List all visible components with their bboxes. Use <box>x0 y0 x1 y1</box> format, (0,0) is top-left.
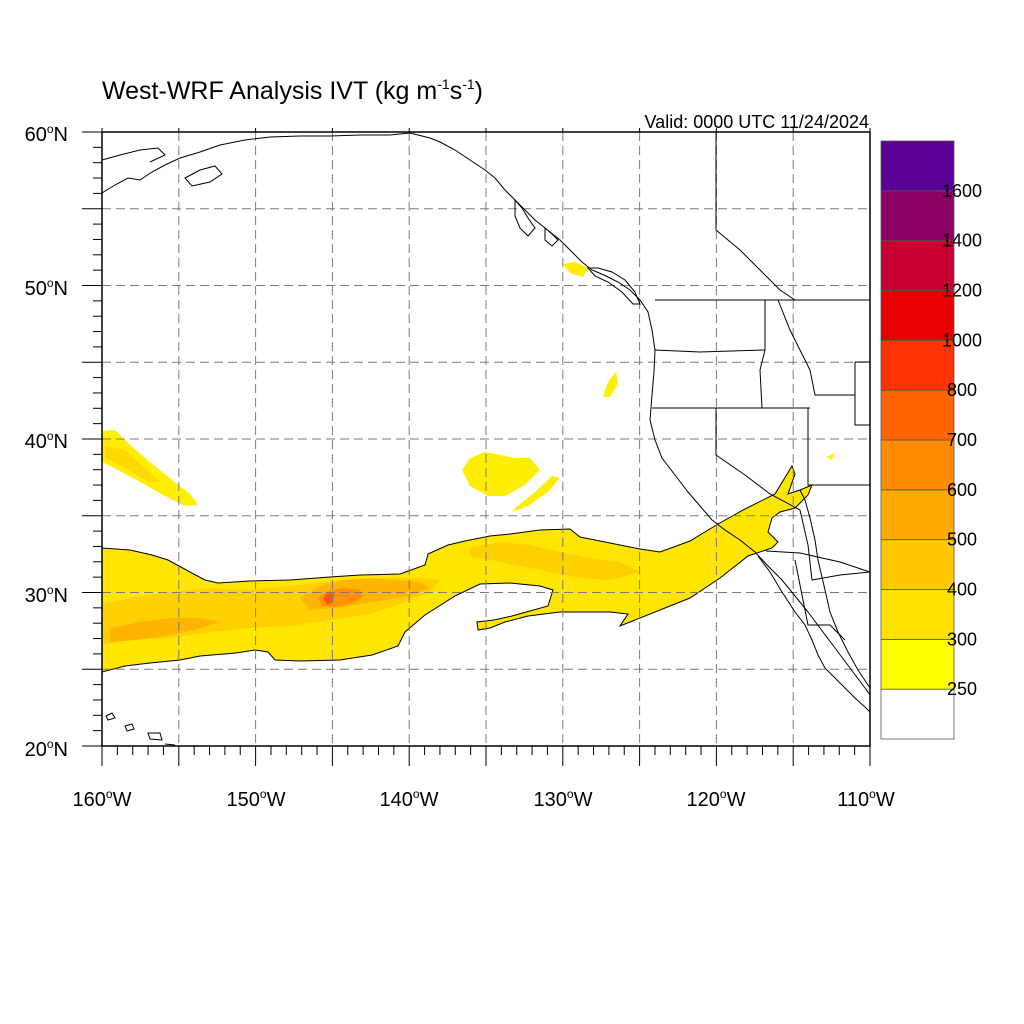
colorbar-label: 600 <box>947 480 977 500</box>
bc-islands <box>514 198 641 305</box>
colorbar-label: 1400 <box>942 231 982 251</box>
border-nv-ca <box>715 408 801 511</box>
alaska-interior <box>102 147 223 187</box>
colorbar-label: 800 <box>947 380 977 400</box>
colorbar-label: 250 <box>947 679 977 699</box>
border-id-mt <box>777 299 855 396</box>
borders <box>652 132 870 641</box>
lon-label-160: 160oW <box>73 787 132 811</box>
ivt-river-400b <box>110 618 220 642</box>
map-title: West-WRF Analysis IVT (kg m-1s-1) <box>102 76 483 105</box>
colorbar-box <box>880 688 955 740</box>
lat-label-50: 50oN <box>25 276 68 300</box>
colorbar-box <box>880 190 955 242</box>
coastlines <box>102 132 870 746</box>
lon-label-130: 130oW <box>534 787 593 811</box>
border-az <box>799 509 870 581</box>
colorbar-label: 700 <box>947 430 977 450</box>
valid-time: Valid: 0000 UTC 11/24/2024 <box>645 112 869 132</box>
colorbar-box <box>880 290 955 341</box>
lat-label-20: 20oN <box>25 737 68 761</box>
colorbar-box <box>880 589 955 640</box>
lon-label-140: 140oW <box>380 787 439 811</box>
colorbar-box <box>880 539 955 590</box>
aleutian-islands <box>105 712 176 746</box>
latitude-labels: 60oN 50oN 40oN 30oN 20oN <box>25 122 68 761</box>
ivt-river-max <box>323 592 334 605</box>
colorbar-box <box>880 140 955 192</box>
border-mexico <box>794 559 846 641</box>
border-bc-alberta <box>715 132 796 301</box>
colorbar-box <box>880 638 955 690</box>
colorbar-label: 500 <box>947 530 977 550</box>
ivt-shading <box>102 262 835 673</box>
ivt-patch-oregon <box>603 372 618 397</box>
gulf-california <box>799 489 870 689</box>
colorbar-box <box>880 240 955 291</box>
lat-label-30: 30oN <box>25 583 68 607</box>
colorbar-label: 300 <box>947 629 977 649</box>
colorbar-box <box>880 489 955 541</box>
ivt-blob-streak <box>512 476 560 512</box>
border-nv-ut <box>807 408 870 486</box>
colorbar-label: 1000 <box>942 330 982 350</box>
lat-label-40: 40oN <box>25 429 68 453</box>
colorbar-label: 1600 <box>942 181 982 201</box>
colorbar-label: 1200 <box>942 281 982 301</box>
border-ut <box>854 361 870 426</box>
ivt-blob-mid <box>462 452 540 496</box>
colorbar-box <box>880 389 955 441</box>
ivt-streak-nw <box>102 430 198 506</box>
alaska-coast <box>102 132 870 696</box>
colorbar-label: 400 <box>947 580 977 600</box>
axis-ticks <box>82 128 871 766</box>
baja-coast <box>757 555 870 713</box>
ivt-patch-nevada <box>826 453 835 460</box>
map-plot-area <box>102 132 870 746</box>
lon-label-150: 150oW <box>227 787 286 811</box>
ivt-river-300b <box>470 542 640 580</box>
ivt-patch-bc <box>563 262 588 277</box>
colorbar-box <box>880 439 955 491</box>
lon-label-120: 120oW <box>687 787 746 811</box>
border-or-id <box>759 349 766 409</box>
border-wa-or <box>654 349 766 353</box>
graticule <box>102 132 870 746</box>
lon-label-110: 110oW <box>837 787 895 811</box>
colorbar: 250 300 400 500 600 700 800 1000 1200 1400 1600 <box>880 140 982 740</box>
border-us-mexico <box>765 550 870 573</box>
lat-label-60: 60oN <box>25 122 68 146</box>
longitude-labels: 160oW 150oW 140oW 130oW 120oW 110oW <box>73 787 895 811</box>
